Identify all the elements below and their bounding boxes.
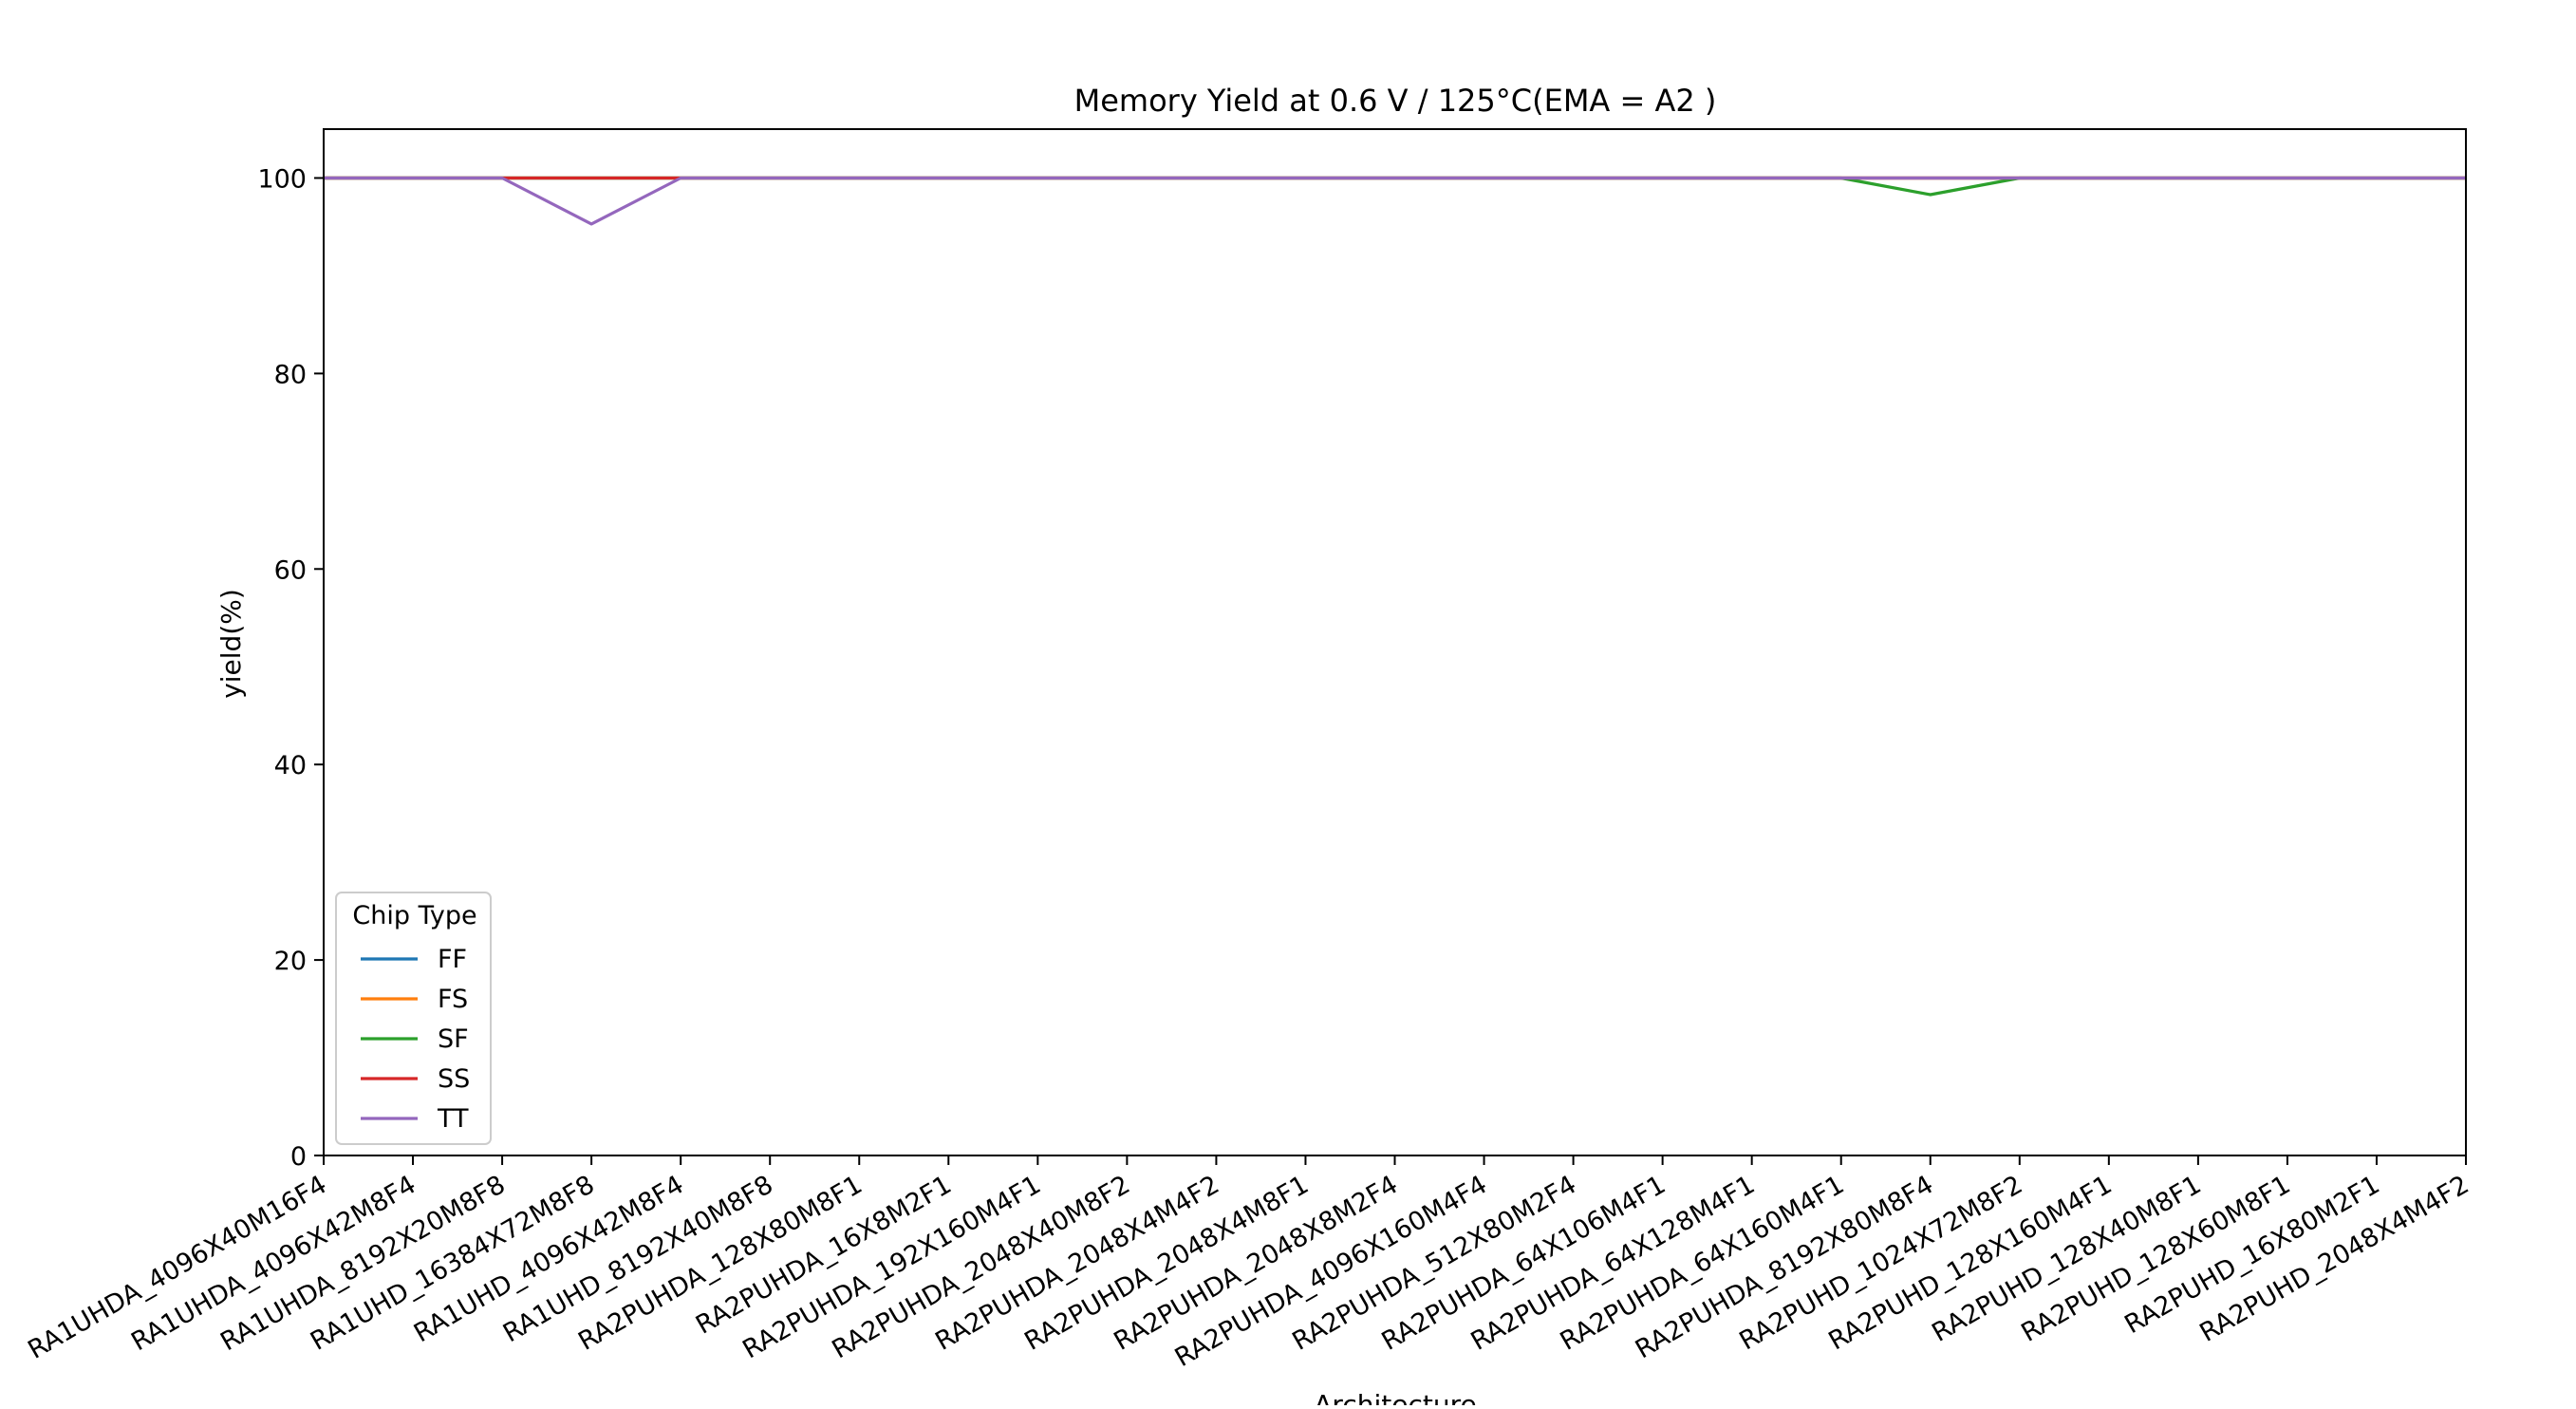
legend-title: Chip Type — [352, 901, 476, 930]
y-axis-label: yield(%) — [215, 589, 247, 699]
x-axis: RA1UHDA_4096X40M16F4RA1UHDA_4096X42M8F4R… — [23, 1155, 2474, 1373]
legend-label: TT — [437, 1104, 469, 1134]
series-line-sf — [324, 176, 2466, 197]
plot-lines — [324, 176, 2466, 226]
legend: Chip Type FF FS SF SS TT — [335, 892, 492, 1145]
y-tick-label: 60 — [274, 555, 307, 585]
legend-box — [335, 892, 492, 1145]
chart-title: Memory Yield at 0.6 V / 125°C(EMA = A2 ) — [1074, 83, 1717, 119]
legend-label: SS — [438, 1064, 470, 1094]
legend-label: SF — [438, 1024, 469, 1054]
legend-label: FS — [438, 985, 468, 1014]
y-tick-label: 80 — [274, 360, 307, 389]
plot-frame — [323, 128, 2467, 1156]
legend-label: FF — [438, 945, 467, 974]
y-tick-label: 0 — [290, 1142, 307, 1172]
y-tick-label: 40 — [274, 751, 307, 780]
series-line-tt — [324, 176, 2466, 226]
y-axis: 0 20 40 60 80 100 — [257, 164, 324, 1172]
y-tick-label: 100 — [257, 164, 307, 194]
x-axis-label: Architecture — [1314, 1389, 1476, 1405]
y-tick-label: 20 — [274, 947, 307, 976]
